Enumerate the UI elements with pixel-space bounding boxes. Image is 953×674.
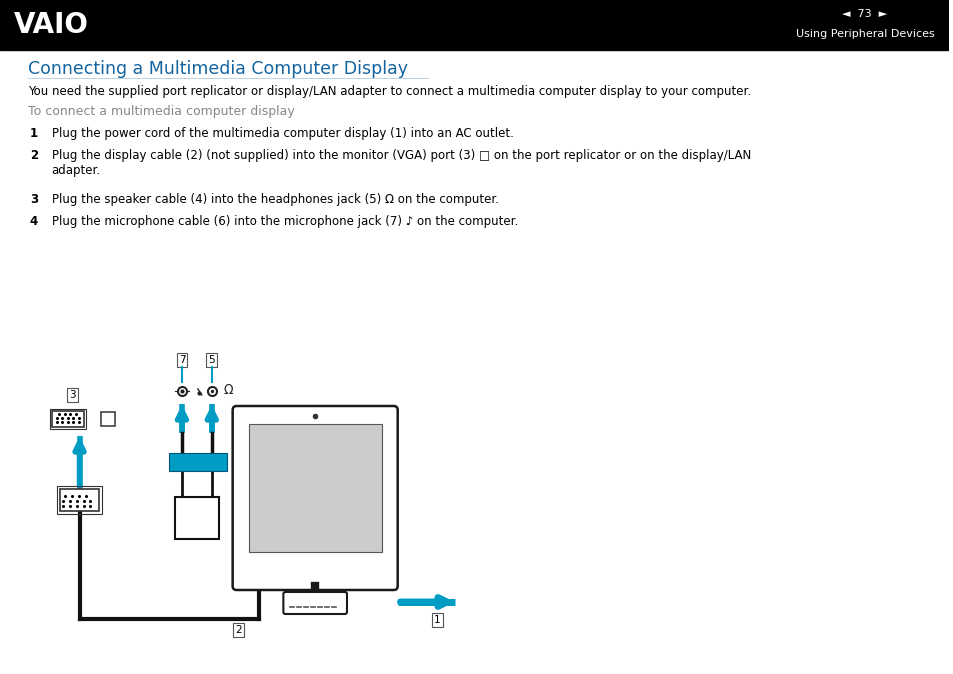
Text: 2: 2 [235, 625, 242, 635]
Text: Plug the power cord of the multimedia computer display (1) into an AC outlet.: Plug the power cord of the multimedia co… [51, 127, 513, 140]
Bar [0, 0, 947, 50]
Text: Plug the microphone cable (6) into the microphone jack (7) ♪ on the computer.: Plug the microphone cable (6) into the m… [51, 215, 517, 228]
Text: Plug the display cable (2) (not supplied) into the monitor (VGA) port (3) □ on t: Plug the display cable (2) (not supplied… [51, 149, 750, 177]
FancyBboxPatch shape [233, 406, 397, 590]
Text: 7: 7 [178, 355, 185, 365]
Text: 5: 5 [209, 355, 214, 365]
Text: Connecting a Multimedia Computer Display: Connecting a Multimedia Computer Display [28, 60, 408, 78]
Text: You need the supplied port replicator or display/LAN adapter to connect a multim: You need the supplied port replicator or… [28, 85, 750, 98]
Bar [101, 412, 115, 426]
Text: 1: 1 [434, 615, 440, 625]
Bar [249, 424, 381, 552]
Text: 4: 4 [30, 215, 38, 228]
Text: 4: 4 [242, 449, 249, 459]
Text: 2: 2 [30, 149, 38, 162]
Bar [56, 486, 102, 514]
Bar [169, 453, 227, 471]
FancyBboxPatch shape [283, 592, 347, 614]
Text: To connect a multimedia computer display: To connect a multimedia computer display [28, 105, 294, 118]
Bar [174, 497, 218, 539]
Bar [50, 409, 86, 429]
Text: 1: 1 [30, 127, 38, 140]
Bar [51, 411, 84, 427]
Bar [60, 489, 99, 511]
Text: VAIO: VAIO [14, 11, 89, 39]
Text: 6: 6 [242, 464, 249, 474]
Text: Ω: Ω [224, 384, 233, 398]
Text: Using Peripheral Devices: Using Peripheral Devices [795, 29, 933, 39]
Text: ◄  73  ►: ◄ 73 ► [841, 9, 886, 19]
Text: Plug the speaker cable (4) into the headphones jack (5) Ω on the computer.: Plug the speaker cable (4) into the head… [51, 193, 498, 206]
Text: 3: 3 [70, 390, 76, 400]
Text: 3: 3 [30, 193, 38, 206]
